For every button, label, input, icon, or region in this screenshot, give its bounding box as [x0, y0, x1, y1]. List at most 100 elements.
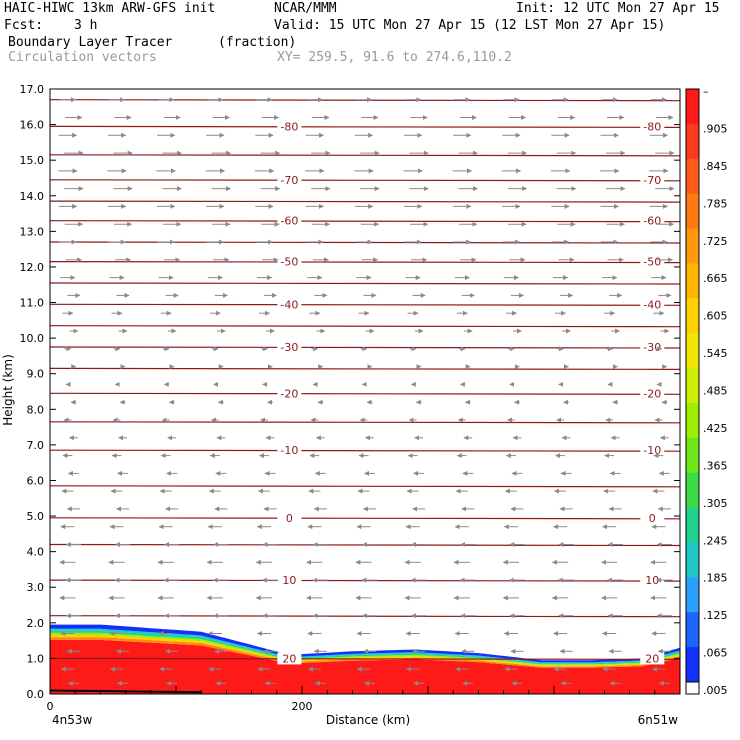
isotherm-label-bg — [277, 173, 302, 186]
isotherm-label-bg — [640, 120, 665, 133]
valid-time: Valid: 15 UTC Mon 27 Apr 15 (12 LST Mon … — [274, 18, 666, 33]
isotherm-label-bg — [640, 255, 665, 268]
isotherm-line — [50, 178, 680, 182]
isotherm-line — [50, 125, 680, 129]
isotherm-label-bg — [277, 120, 302, 133]
isotherm-label: -30 — [643, 341, 661, 354]
tracer-band-3 — [50, 632, 680, 666]
colorbar-label: .365 — [703, 459, 728, 472]
x-tick-label: 0 — [47, 700, 54, 713]
isotherm-line — [50, 153, 680, 157]
tracer-band-4 — [50, 630, 680, 665]
isotherm-label: -70 — [280, 174, 298, 187]
isotherm-label-bg — [277, 511, 302, 524]
isotherm-line — [50, 484, 680, 488]
forecast-label: Fcst: — [4, 18, 44, 33]
circulation-vectors — [58, 97, 675, 686]
model-title: HAIC-HIWC 13km ARW-GFS init — [4, 1, 216, 16]
y-tick-label: 3.0 — [27, 581, 45, 594]
isotherm-label: -60 — [280, 215, 298, 228]
y-tick-label: 0.0 — [27, 688, 45, 701]
field-name: Boundary Layer Tracer — [8, 35, 173, 50]
isotherm-contours: -80 -80 -70 -70 -60 -60 -50 -50 -40 -40 -30 -30 -20 -… — [50, 98, 680, 665]
isotherm-label: -40 — [643, 298, 661, 311]
colorbar-swatch — [686, 298, 699, 334]
isotherm-label-bg — [277, 341, 302, 354]
colorbar-swatch — [686, 368, 699, 404]
isotherm-label-bg — [277, 255, 302, 268]
isotherm-label: 10 — [645, 574, 659, 587]
colorbar-label: .725 — [703, 235, 728, 248]
colorbar-swatch — [686, 228, 699, 264]
isotherm-line — [50, 345, 680, 349]
isotherm-label: -40 — [280, 298, 298, 311]
y-tick-label: 4.0 — [27, 546, 45, 559]
y-tick-label: 16.0 — [20, 119, 45, 132]
isotherm-line — [50, 324, 680, 328]
colorbar-frame — [685, 88, 700, 695]
cross-section-coords: XY= 259.5, 91.6 to 274.6,110.2 — [277, 50, 512, 65]
isotherm-label: 20 — [282, 652, 296, 665]
colorbar-swatch — [686, 402, 699, 439]
colorbar-swatch — [686, 333, 699, 369]
isotherm-label: -10 — [280, 444, 298, 457]
isotherm-line — [50, 367, 680, 371]
tracer-band-1 — [50, 637, 680, 668]
isotherm-label: -60 — [643, 215, 661, 228]
colorbar-label: .005 — [703, 684, 728, 697]
tracer-band-2 — [50, 635, 680, 667]
isotherm-label: 0 — [649, 512, 656, 525]
isotherm-label-bg — [277, 652, 302, 665]
isotherm-label-bg — [640, 387, 665, 400]
y-tick-label: 1.0 — [27, 652, 45, 665]
colorbar-label: .845 — [703, 160, 728, 173]
isotherm-label: -20 — [280, 387, 298, 400]
isotherm-line — [50, 420, 680, 424]
colorbar-label: .245 — [703, 534, 728, 547]
colorbar-swatch-white — [685, 681, 700, 695]
isotherm-label-bg — [640, 574, 665, 587]
isotherm-line — [50, 240, 680, 244]
isotherm-label-bg — [277, 298, 302, 311]
isotherm-line — [50, 303, 680, 306]
isotherm-line — [50, 281, 680, 285]
isotherm-label-bg — [640, 652, 665, 665]
isotherm-label: -50 — [280, 256, 298, 269]
colorbar-label: .305 — [703, 497, 728, 510]
isotherm-label-bg — [640, 298, 665, 311]
isotherm-label-bg — [277, 444, 302, 457]
y-tick-label: 7.0 — [27, 439, 45, 452]
colorbar-swatch — [686, 647, 699, 683]
tracer-band-5 — [50, 628, 680, 664]
colorbar-label: .185 — [703, 572, 728, 585]
tracer-band-6 — [50, 624, 680, 663]
colorbar-swatch — [686, 612, 699, 648]
colorbar-swatch — [686, 193, 699, 229]
colorbar-swatch — [686, 123, 699, 160]
isotherm-label: -50 — [643, 256, 661, 269]
y-tick-label: 11.0 — [20, 297, 45, 310]
colorbar-label: .485 — [703, 385, 728, 398]
isotherm-label: 0 — [286, 512, 293, 525]
isotherm-line — [50, 98, 680, 102]
y-tick-label: 2.0 — [27, 617, 45, 630]
colorbar-label: .425 — [703, 422, 728, 435]
y-tick-label: 9.0 — [27, 368, 45, 381]
y-tick-label: 8.0 — [27, 403, 45, 416]
x-end-location: 6n51w — [638, 713, 679, 727]
vector-label: Circulation vectors — [8, 50, 157, 65]
plot-frame — [49, 88, 681, 695]
colorbar-label: .785 — [703, 197, 728, 210]
isotherm-label-bg — [640, 214, 665, 227]
tracer-shading — [50, 624, 680, 694]
y-tick-label: 17.0 — [20, 83, 45, 96]
colorbar-label: .125 — [703, 609, 728, 622]
colorbar-swatch — [686, 507, 699, 543]
forecast-hour: 3 h — [74, 18, 98, 33]
isotherm-line — [50, 219, 680, 223]
isotherm-line — [50, 200, 680, 203]
isotherm-label-bg — [277, 574, 302, 587]
isotherm-label: -80 — [643, 120, 661, 133]
y-axis-label: Height (km) — [1, 354, 15, 425]
